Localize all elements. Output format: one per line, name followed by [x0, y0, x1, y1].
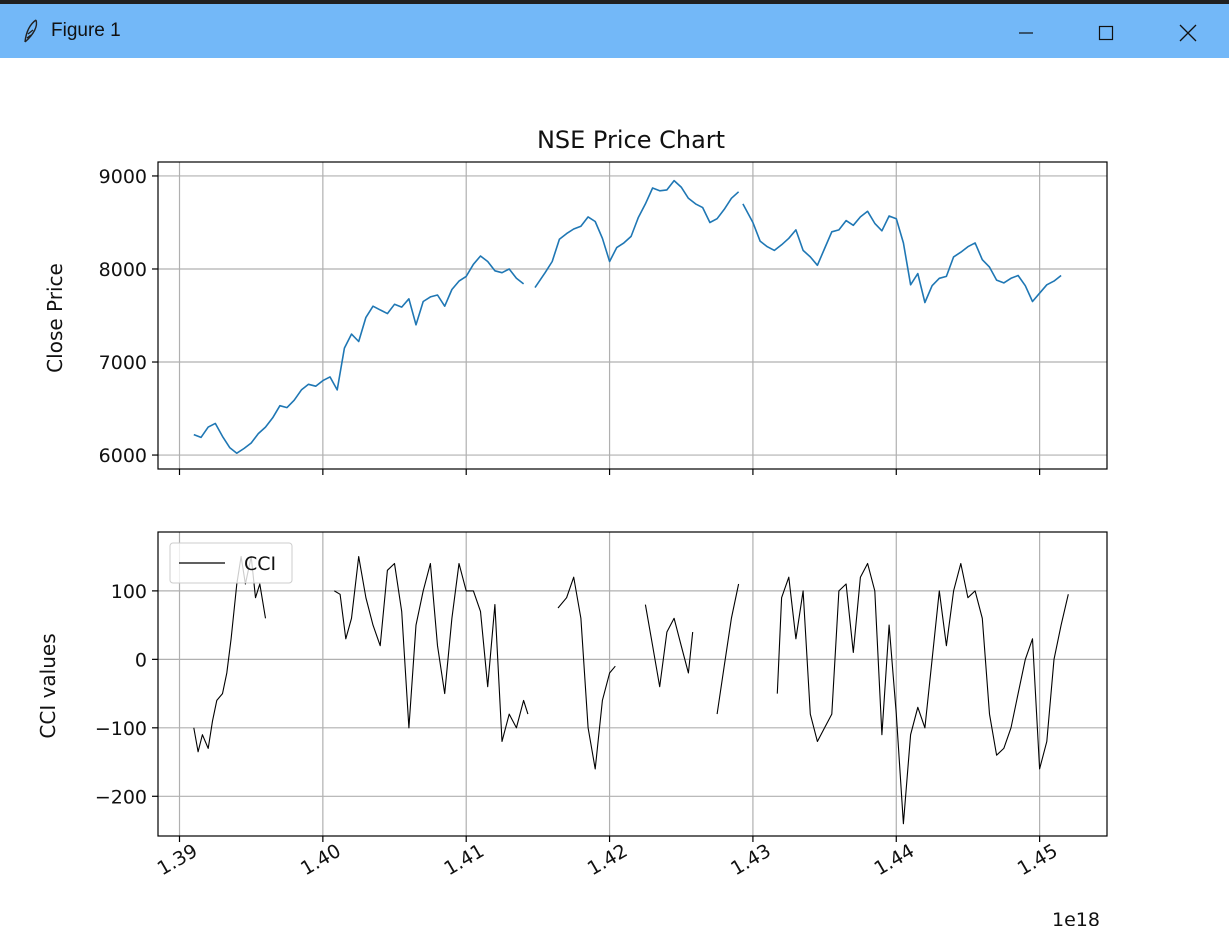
- price-line-segment: [534, 179, 740, 289]
- price-ytick-label: 8000: [99, 259, 147, 281]
- price-ytick-label: 9000: [99, 166, 147, 188]
- cci-ytick-label: −100: [95, 718, 147, 740]
- price-ytick-label: 7000: [99, 352, 147, 374]
- minimize-button[interactable]: [990, 8, 1062, 58]
- figure-canvas: NSE Price Chart 6000 7000 8000 9000 Close P…: [36, 126, 1108, 926]
- desktop-strip: [0, 0, 1229, 4]
- close-icon: [1179, 24, 1197, 42]
- xtick-label: 1.45: [1014, 840, 1062, 880]
- xtick-label: 1.40: [297, 840, 345, 880]
- minimize-icon: [1019, 32, 1033, 34]
- cci-line-segment: [716, 583, 740, 715]
- price-axes-frame: [157, 161, 1108, 470]
- cci-line-segment: [557, 576, 616, 770]
- xtick-label: 1.43: [727, 840, 775, 880]
- close-button[interactable]: [1152, 8, 1224, 58]
- x-offset-label: 1e18: [1052, 909, 1100, 926]
- xtick-label: 1.44: [870, 840, 918, 880]
- cci-legend: CCI: [169, 542, 293, 584]
- cci-axes: 1.39 1.40 1.41 1.42 1.43 1.44 1.45 −200 −100 0 100…: [36, 531, 1108, 926]
- title-bar[interactable]: Figure 1: [0, 4, 1229, 58]
- feather-icon: [24, 19, 38, 43]
- xtick-label: 1.42: [584, 840, 632, 880]
- cci-line-segment: [644, 604, 694, 688]
- xtick-label: 1.39: [154, 840, 202, 880]
- price-ylabel: Close Price: [43, 263, 67, 373]
- price-line-segment: [193, 255, 525, 454]
- cci-ylabel: CCI values: [36, 633, 60, 738]
- price-grid: [158, 162, 1107, 469]
- cci-ytick-label: −200: [95, 786, 147, 808]
- maximize-button[interactable]: [1070, 8, 1142, 58]
- window-title: Figure 1: [51, 20, 121, 41]
- maximize-icon: [1098, 25, 1114, 41]
- cci-ticks: 1.39 1.40 1.41 1.42 1.43 1.44 1.45 −200 −100 0 100: [95, 581, 1062, 880]
- cci-series: [193, 556, 1069, 825]
- cci-ytick-label: 100: [111, 581, 147, 603]
- price-ticks: 6000 7000 8000 9000: [99, 166, 1041, 475]
- price-line-segment: [742, 203, 1062, 304]
- price-ytick-label: 6000: [99, 445, 147, 467]
- chart-title: NSE Price Chart: [537, 126, 725, 154]
- cci-line-segment: [334, 556, 529, 743]
- cci-line-segment: [776, 562, 1069, 825]
- cci-ytick-label: 0: [135, 649, 147, 671]
- price-axes: 6000 7000 8000 9000 Close Price: [43, 161, 1108, 475]
- legend-label-cci: CCI: [244, 553, 276, 575]
- price-series: [193, 179, 1062, 454]
- cci-grid: [158, 532, 1107, 836]
- cci-line-segment: [193, 556, 267, 753]
- xtick-label: 1.41: [440, 840, 488, 880]
- cci-axes-frame: [157, 531, 1108, 837]
- legend-box: [169, 542, 293, 584]
